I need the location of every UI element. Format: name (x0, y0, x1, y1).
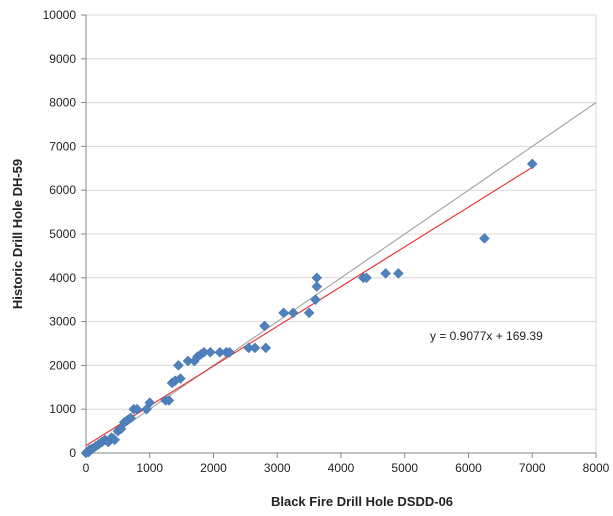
data-point (393, 268, 404, 279)
y-tick-label: 1000 (49, 402, 76, 416)
data-point (224, 346, 235, 358)
x-tick-label: 8000 (583, 461, 610, 475)
data-point (144, 397, 156, 408)
axes (81, 14, 597, 458)
x-tick-label: 6000 (455, 461, 482, 475)
data-point (311, 272, 323, 284)
data-point (174, 373, 186, 384)
x-tick-label: 7000 (519, 461, 546, 475)
data-point (278, 307, 289, 319)
x-tick-label: 1000 (136, 461, 163, 475)
gridlines (86, 14, 597, 453)
reference-line (85, 102, 597, 454)
y-tick-label: 9000 (49, 52, 76, 66)
data-point (303, 307, 315, 319)
data-point (249, 342, 261, 354)
x-axis-title: Black Fire Drill Hole DSDD-06 (271, 494, 453, 509)
x-tick-label: 5000 (391, 461, 418, 475)
data-point (131, 403, 143, 415)
data-point (173, 360, 184, 371)
data-point (125, 412, 136, 424)
x-tick-label: 2000 (200, 461, 227, 475)
data-point (287, 307, 299, 319)
data-point (380, 268, 391, 279)
trendline-layer (85, 166, 533, 447)
data-point (204, 346, 216, 358)
y-tick-label: 10000 (43, 8, 77, 22)
data-point (361, 272, 372, 284)
data-point (310, 294, 321, 306)
y-tick-label: 7000 (49, 139, 76, 153)
data-point (163, 395, 175, 406)
y-tick-label: 8000 (49, 96, 76, 110)
reference-line-layer (85, 102, 597, 454)
y-tick-label: 3000 (49, 315, 76, 329)
x-tick-label: 4000 (328, 461, 355, 475)
data-point (479, 233, 490, 244)
y-axis-title: Historic Drill Hole DH-59 (10, 159, 25, 309)
y-tick-label: 0 (69, 446, 76, 460)
y-tick-label: 2000 (49, 358, 76, 372)
trendline (85, 166, 533, 447)
y-tick-label: 6000 (49, 183, 76, 197)
data-point (259, 320, 270, 332)
y-tick-labels: 0 1000 2000 3000 4000 5000 6000 7000 8000 9000 100… (43, 8, 77, 460)
x-tick-label: 3000 (264, 461, 291, 475)
data-point (311, 281, 323, 292)
data-points (80, 158, 538, 459)
data-point (526, 158, 538, 170)
trendline-equation: y = 0.9077x + 169.39 (430, 329, 543, 343)
x-tick-label: 0 (83, 461, 90, 475)
y-tick-label: 4000 (49, 271, 76, 285)
data-point (109, 434, 121, 446)
y-tick-label: 5000 (49, 227, 76, 241)
x-tick-labels: 0 1000 2000 3000 4000 5000 6000 7000 8000 (83, 461, 610, 475)
data-point (260, 342, 272, 354)
